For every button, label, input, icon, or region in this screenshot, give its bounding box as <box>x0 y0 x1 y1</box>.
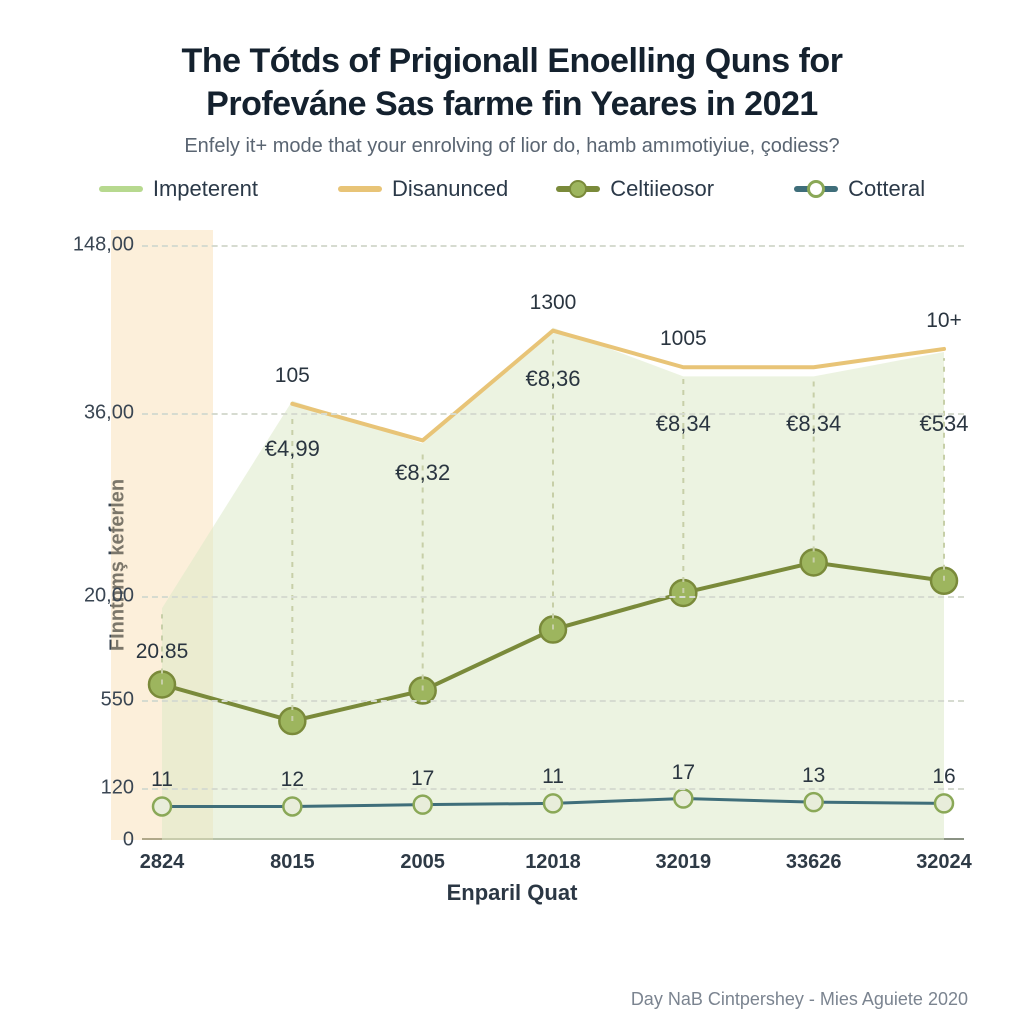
legend-label: Cotteral <box>848 176 925 202</box>
credit-line: Day NaB Cintpershey - Mies Aguiete 2020 <box>631 989 968 1010</box>
chart-title: The Tótds of Prigionall Enoelling Quns f… <box>50 40 974 125</box>
legend-swatch <box>99 186 143 192</box>
x-tick-label: 32024 <box>916 851 972 874</box>
y-tick-label: 550 <box>62 688 134 711</box>
gridline <box>142 596 964 598</box>
legend-label: Celtiieosor <box>610 176 714 202</box>
x-tick-label: 2005 <box>400 851 445 874</box>
data-label: 16 <box>932 765 955 789</box>
data-label: 11 <box>542 765 564 789</box>
data-label: €534 <box>920 411 969 437</box>
x-tick-label: 32019 <box>656 851 712 874</box>
data-label: 17 <box>411 767 434 791</box>
gridline <box>142 700 964 702</box>
data-label: €8,32 <box>395 460 450 486</box>
data-label: 13 <box>802 764 825 788</box>
x-axis-label: Enparil Quat <box>447 880 578 906</box>
title-line-1: The Tótds of Prigionall Enoelling Quns f… <box>182 42 843 80</box>
legend-label: Disanunced <box>392 176 508 202</box>
title-line-2: Profeváne Sas farme fin Yeares in 2021 <box>206 85 818 123</box>
data-label: 11 <box>151 768 173 792</box>
y-tick-label: 120 <box>62 777 134 800</box>
data-label: 1300 <box>530 291 577 315</box>
data-label: €8,34 <box>656 411 711 437</box>
legend-item: Cotteral <box>794 176 925 202</box>
gridline <box>142 245 964 247</box>
chart-svg <box>142 230 964 840</box>
data-label: 105 <box>275 364 310 388</box>
legend-swatch <box>338 186 382 192</box>
legend-item: Impeterent <box>99 176 258 202</box>
legend-swatch <box>556 186 600 192</box>
legend-label: Impeterent <box>153 176 258 202</box>
data-label: 17 <box>672 761 695 785</box>
plot-region: 012055020,0036,00148,0028248015200512018… <box>142 230 964 840</box>
x-tick-label: 2824 <box>140 851 185 874</box>
y-tick-label: 148,00 <box>62 234 134 257</box>
x-tick-label: 33626 <box>786 851 842 874</box>
legend-item: Disanunced <box>338 176 508 202</box>
data-label: €4,99 <box>265 436 320 462</box>
legend-swatch <box>794 186 838 192</box>
data-label: 12 <box>281 768 304 792</box>
data-label: 20.85 <box>136 640 189 664</box>
y-tick-label: 0 <box>62 829 134 852</box>
data-label: 10+ <box>926 309 962 333</box>
y-tick-label: 20,00 <box>62 585 134 608</box>
chart-subtitle: Enfely it+ mode that your enrolving of l… <box>50 135 974 158</box>
data-label: €8,36 <box>525 366 580 392</box>
y-tick-label: 36,00 <box>62 402 134 425</box>
legend-item: Celtiieosor <box>556 176 714 202</box>
legend: Impeterent Disanunced Celtiieosor Cotteral <box>50 176 974 202</box>
data-label: 1005 <box>660 327 707 351</box>
chart-area: FInntnmş keferlen 012055020,0036,00148,0… <box>50 220 974 910</box>
x-tick-label: 8015 <box>270 851 315 874</box>
x-tick-label: 12018 <box>525 851 581 874</box>
data-label: €8,34 <box>786 411 841 437</box>
